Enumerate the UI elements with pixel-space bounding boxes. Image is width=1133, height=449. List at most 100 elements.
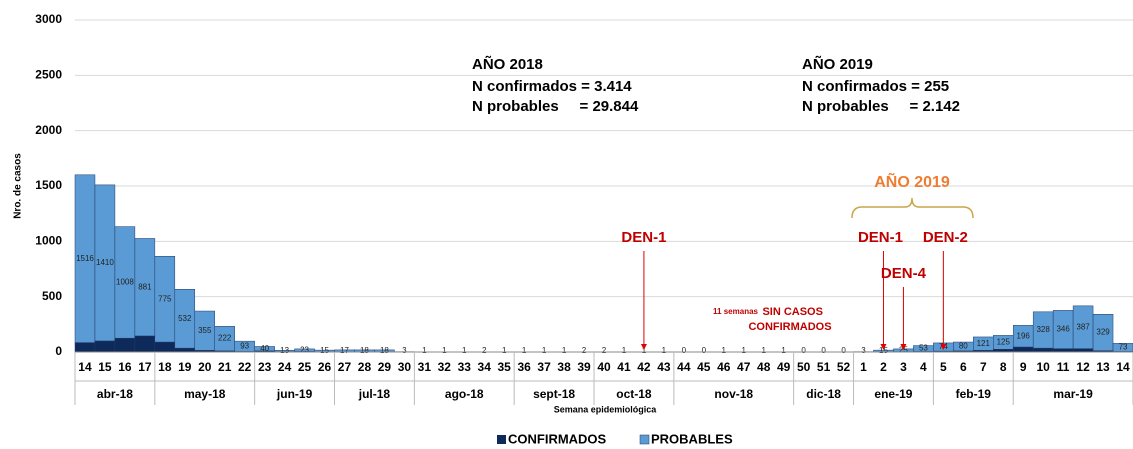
x-tick-label: 30	[398, 360, 412, 374]
x-tick-label: 27	[338, 360, 352, 374]
x-tick-label: 1	[860, 360, 867, 374]
group-label: sept-18	[533, 387, 575, 401]
bar-segment	[94, 340, 116, 353]
y-tick-label: 1000	[35, 234, 62, 248]
group-label: ago-18	[445, 387, 484, 401]
arrow-head	[880, 344, 887, 350]
bar-segment	[1032, 347, 1054, 353]
no-cases-note: 11 semanas SIN CASOS	[713, 303, 823, 320]
y-tick-label: 2000	[35, 123, 62, 137]
x-tick-label: 47	[737, 360, 751, 374]
value-label: 328	[1036, 325, 1050, 334]
x-tick-label: 44	[677, 360, 691, 374]
value-label: 1	[742, 346, 747, 355]
x-tick-label: 51	[817, 360, 831, 374]
value-label: 1	[642, 346, 647, 355]
bar-segment	[254, 346, 275, 352]
summary-line: N confirmados = 255	[802, 78, 949, 95]
value-label: 0	[682, 346, 687, 355]
group-label: nov-18	[714, 387, 753, 401]
value-label: 3	[861, 346, 866, 355]
summary-title: AÑO 2018	[472, 55, 543, 73]
value-label: 1	[502, 346, 507, 355]
group-label: dic-18	[806, 387, 841, 401]
value-label: 1	[781, 346, 786, 355]
value-label: 1	[722, 346, 727, 355]
group-label: oct-18	[616, 387, 652, 401]
value-label: 387	[1076, 322, 1090, 331]
bar-segment	[214, 326, 235, 352]
y-axis-title: Nro. de casos	[13, 153, 24, 219]
y-tick-label: 1500	[35, 178, 62, 192]
value-label: 1	[662, 346, 667, 355]
value-label: 53	[919, 344, 928, 353]
value-label: 40	[260, 344, 269, 353]
value-label: 2	[602, 346, 607, 355]
bar-segment	[174, 347, 196, 353]
summary-title: AÑO 2019	[802, 55, 873, 73]
value-label: 0	[801, 346, 806, 355]
x-tick-label: 12	[1076, 360, 1090, 374]
summary-line: N probables = 29.844	[472, 98, 639, 115]
x-tick-label: 40	[597, 360, 611, 374]
x-tick-label: 4	[920, 360, 927, 374]
x-tick-label: 19	[178, 360, 192, 374]
legend-label: CONFIRMADOS	[508, 431, 607, 446]
value-label: 18	[360, 346, 369, 355]
bar-segment	[74, 342, 96, 353]
value-label: 25	[899, 345, 908, 354]
x-tick-label: 25	[298, 360, 312, 374]
x-tick-label: 50	[797, 360, 811, 374]
value-label: 346	[1056, 325, 1070, 334]
note-part: SIN CASOS	[762, 306, 823, 318]
value-label: 1	[462, 346, 467, 355]
bar-segment	[154, 341, 176, 353]
y-tick-label: 0	[55, 344, 62, 358]
value-label: 1	[761, 346, 766, 355]
x-tick-label: 36	[517, 360, 531, 374]
value-label: 17	[340, 346, 349, 355]
value-label: 2	[482, 346, 487, 355]
value-label: 1	[622, 346, 627, 355]
x-tick-label: 39	[577, 360, 591, 374]
x-tick-label: 45	[697, 360, 711, 374]
value-label: 1	[542, 346, 547, 355]
value-label: 532	[178, 314, 192, 323]
value-label: 0	[841, 346, 846, 355]
group-label: jul-18	[358, 387, 391, 401]
legend-label: PROBABLES	[651, 431, 733, 446]
x-tick-label: 8	[1000, 360, 1007, 374]
x-tick-label: 29	[378, 360, 392, 374]
value-label: 73	[1119, 343, 1128, 352]
value-label: 121	[977, 339, 991, 348]
serotype-label: DEN-1	[858, 229, 903, 246]
group-label: abr-18	[97, 387, 133, 401]
x-tick-label: 22	[238, 360, 252, 374]
x-tick-label: 35	[498, 360, 512, 374]
x-tick-label: 21	[218, 360, 232, 374]
summary-line: N probables = 2.142	[802, 98, 960, 115]
value-label: 23	[300, 345, 309, 354]
arrow-head	[940, 344, 947, 350]
value-label: 881	[138, 282, 152, 291]
x-tick-label: 14	[1116, 360, 1130, 374]
annotations: DEN-1 DEN-1 DEN-4 DEN-2	[621, 229, 968, 350]
value-label: 0	[821, 346, 826, 355]
x-tick-label: 14	[78, 360, 92, 374]
x-tick-label: 24	[278, 360, 292, 374]
x-tick-label: 32	[438, 360, 452, 374]
summary-line: N confirmados = 3.414	[472, 78, 632, 95]
x-tick-label: 17	[138, 360, 152, 374]
x-tick-label: 16	[118, 360, 132, 374]
serotype-label: DEN-4	[881, 265, 927, 282]
value-label: 15	[879, 346, 888, 355]
bracket	[851, 197, 974, 219]
value-label: 1410	[96, 258, 114, 267]
value-label: 222	[218, 334, 232, 343]
value-label: 196	[1017, 331, 1031, 340]
x-tick-label: 33	[458, 360, 472, 374]
x-tick-label: 28	[358, 360, 372, 374]
legend-swatch	[497, 435, 506, 444]
